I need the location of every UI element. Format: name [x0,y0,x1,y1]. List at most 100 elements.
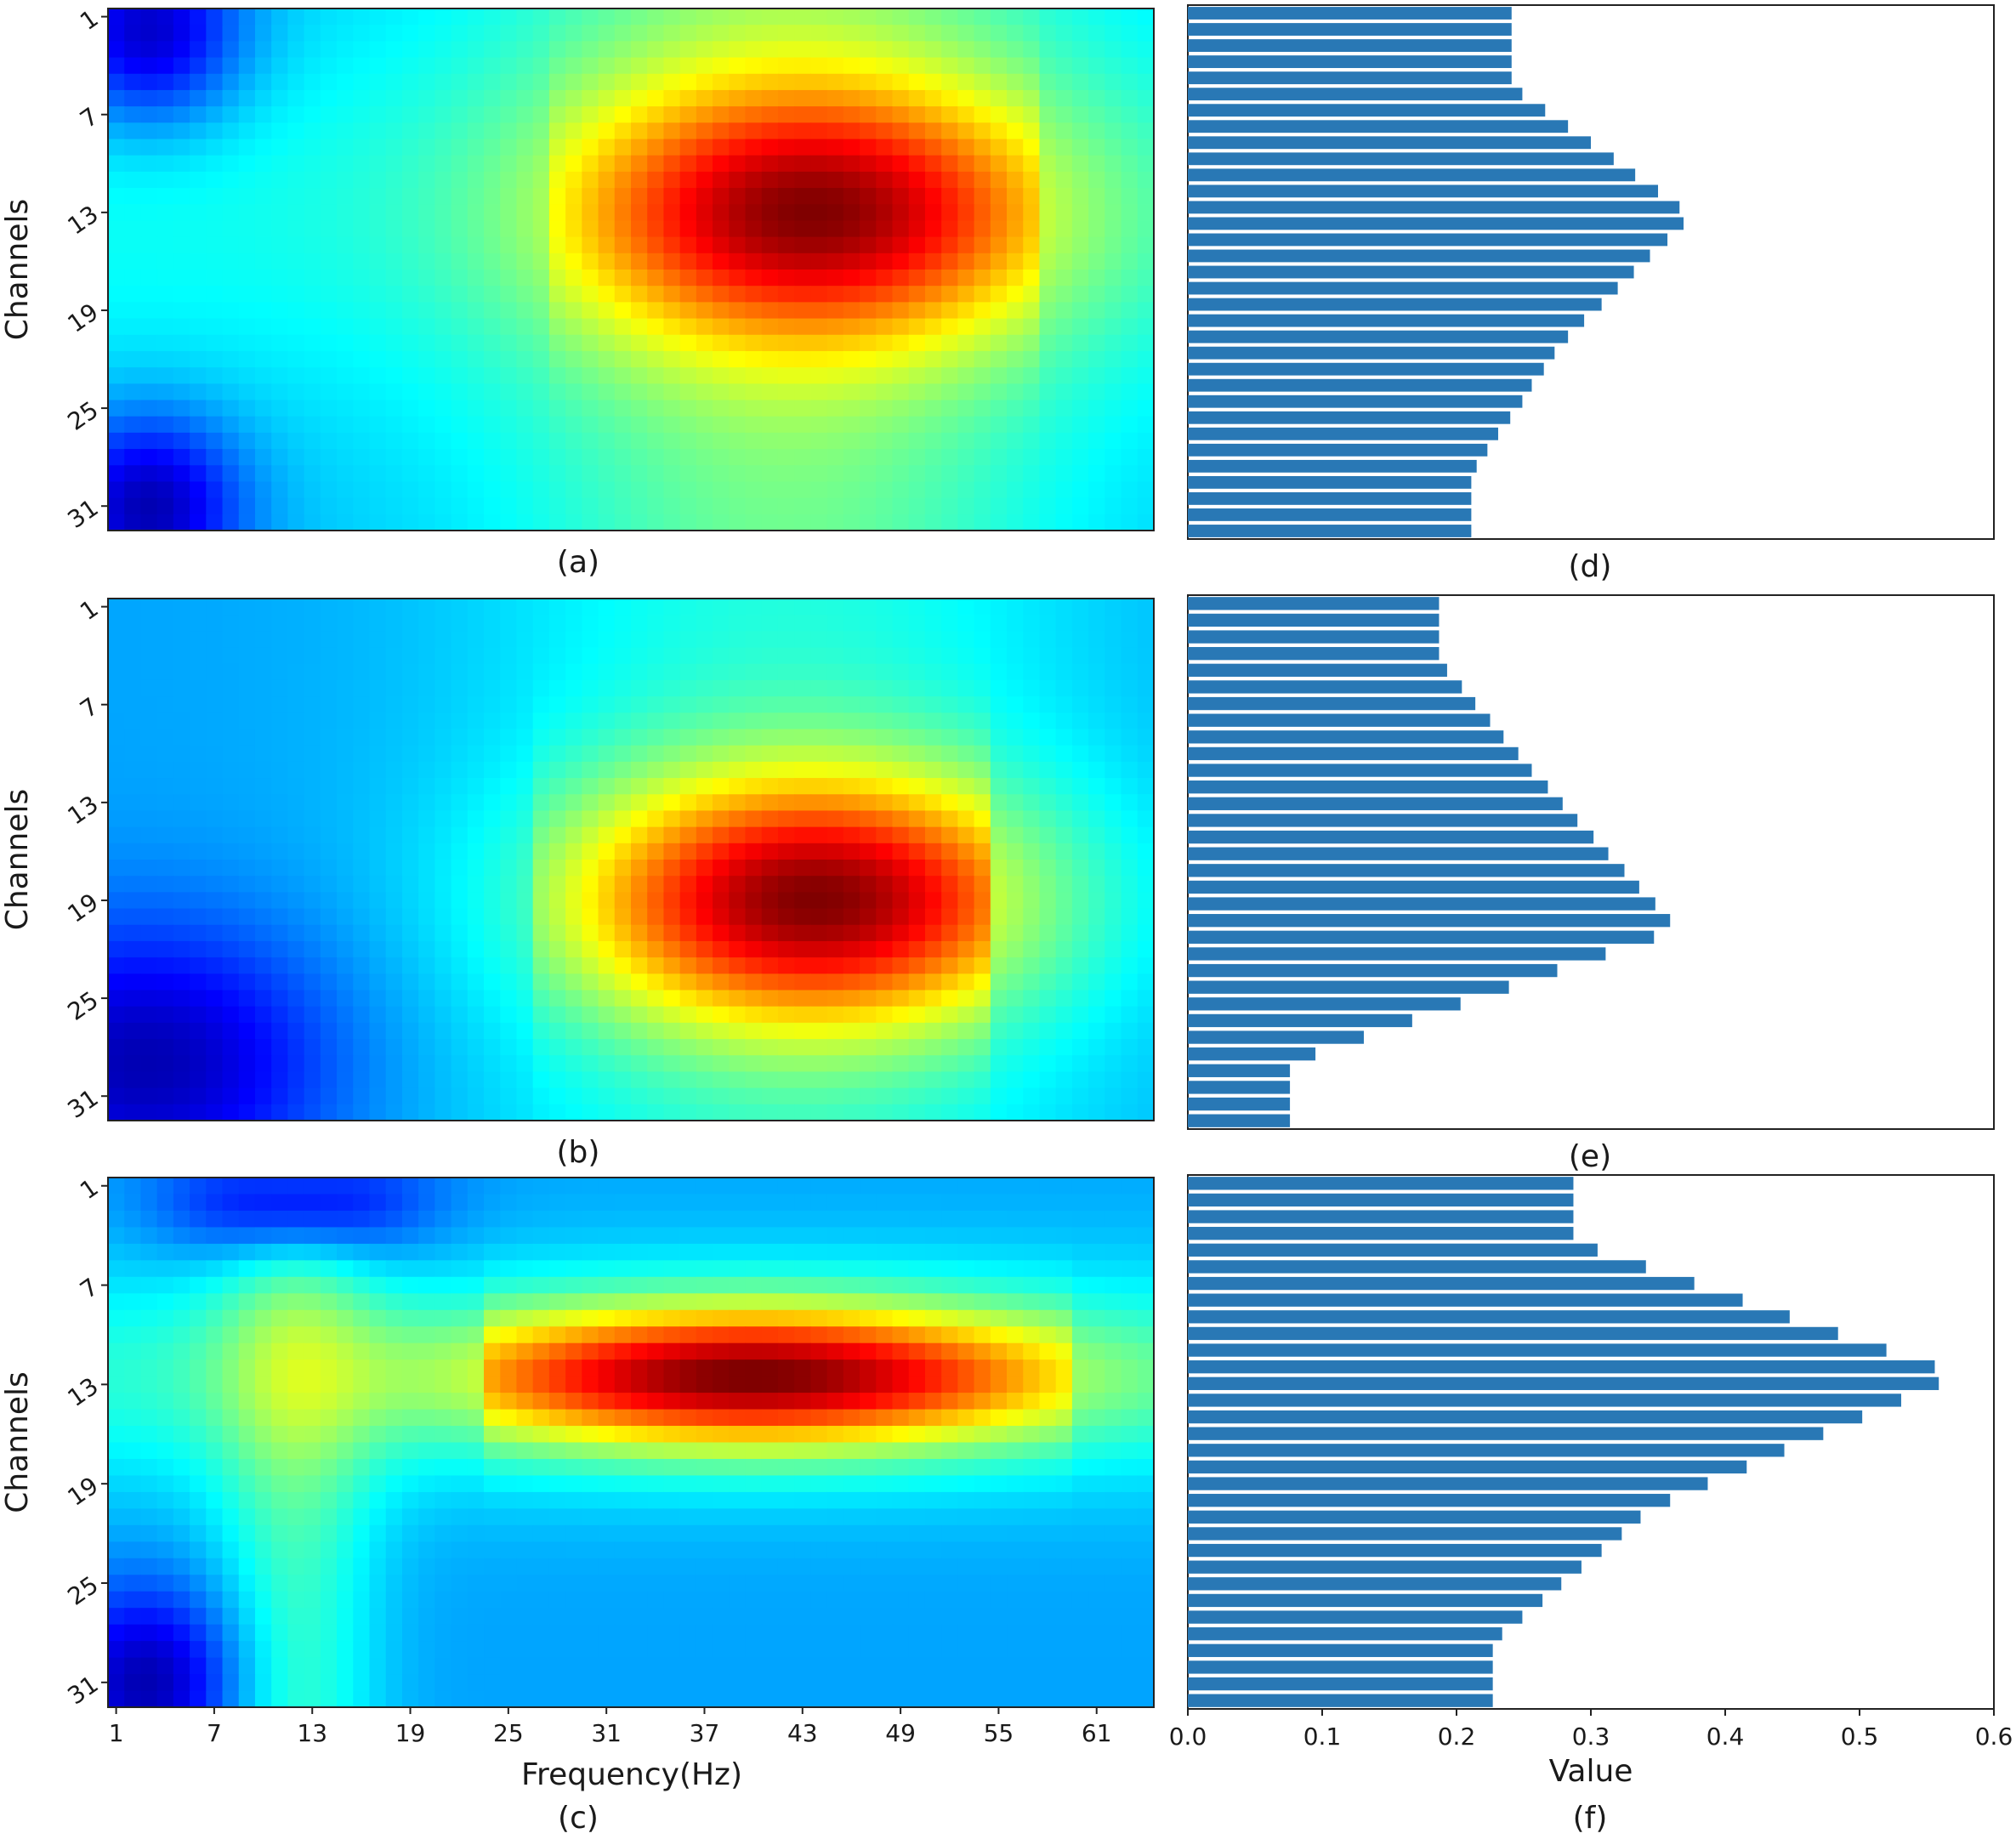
heatmap-cell [337,400,354,417]
heatmap-cell [401,432,419,450]
heatmap-cell [254,25,272,42]
heatmap-cell [254,41,272,59]
heatmap-cell [516,1006,534,1024]
heatmap-cell [304,253,321,270]
heatmap-cell [271,449,289,466]
heatmap-cell [254,860,272,877]
heatmap-cell [1105,350,1122,368]
heatmap-cell [418,761,435,779]
heatmap-cell [287,908,305,926]
heatmap-cell [271,1055,289,1073]
heatmap-cell [287,400,305,417]
heatmap-cell [876,794,894,812]
heatmap-cell [990,1293,1008,1311]
heatmap-cell [713,876,730,893]
heatmap-cell [679,860,697,877]
heatmap-cell [647,286,665,303]
heatmap-cell [434,647,452,665]
heatmap-cell [614,599,632,616]
heatmap-cell [369,1276,387,1294]
heatmap-cell [500,794,518,812]
heatmap-cell [385,712,403,730]
heatmap-cell [369,990,387,1007]
heatmap-cell [1039,188,1057,205]
heatmap-cell [908,761,926,779]
heatmap-cell [1039,1178,1057,1195]
heatmap-cell [156,810,174,828]
heatmap-cell [304,1055,321,1073]
heatmap-cell [614,400,632,417]
heatmap-cell [1055,41,1073,59]
heatmap-cell [794,89,812,107]
heatmap-cell [500,810,518,828]
heatmap-cell [810,383,828,401]
heatmap-cell [794,761,812,779]
heatmap-cell [222,712,240,730]
heatmap-cell [860,286,877,303]
heatmap-cell [500,286,518,303]
heatmap-cell [924,334,942,352]
heatmap-cell [794,973,812,991]
heatmap-cell [156,1293,174,1311]
heatmap-cell [713,383,730,401]
heatmap-cell [974,1293,991,1311]
heatmap-cell [826,1071,844,1089]
heatmap-cell [532,761,550,779]
heatmap-cell [647,973,665,991]
heatmap-cell [892,497,910,515]
heatmap-cell [826,432,844,450]
heatmap-cell [794,139,812,156]
heatmap-cell [565,41,582,59]
heatmap-cell [401,778,419,795]
heatmap-cell [957,761,975,779]
heatmap-cell [124,204,142,222]
heatmap-cell [532,924,550,942]
heatmap-cell [418,679,435,697]
heatmap-cell [369,286,387,303]
heatmap-cell [320,973,338,991]
heatmap-cell [1105,908,1122,926]
heatmap-cell [663,631,681,649]
heatmap-cell [190,416,207,434]
heatmap-cell [826,1276,844,1294]
heatmap-cell [1055,712,1073,730]
heatmap-cell [713,432,730,450]
heatmap-cell [385,1243,403,1261]
heatmap-cell [484,1039,501,1056]
heatmap-cell [337,1276,354,1294]
heatmap-cell [401,990,419,1007]
heatmap-cell [892,270,910,287]
heatmap-cell [238,1006,256,1024]
heatmap-cell [598,122,616,140]
heatmap-cell [1088,1326,1105,1344]
heatmap-cell [990,286,1008,303]
heatmap-cell [156,892,174,910]
heatmap-cell [941,188,958,205]
heatmap-cell [1007,432,1024,450]
heatmap-cell [532,41,550,59]
heatmap-cell [369,302,387,320]
heatmap-cell [1088,631,1105,649]
heatmap-cell [598,1071,616,1089]
heatmap-cell [598,1393,616,1410]
heatmap-cell [924,449,942,466]
heatmap-cell [254,1022,272,1040]
heatmap-cell [663,481,681,499]
heatmap-cell [500,383,518,401]
heatmap-cell [484,615,501,632]
heatmap-cell [173,73,190,91]
heatmap-cell [761,73,779,91]
heatmap-cell [565,1260,582,1278]
heatmap-cell [794,876,812,893]
heatmap-cell [631,973,648,991]
heatmap-cell [647,940,665,958]
heatmap-cell [631,810,648,828]
heatmap-cell [860,89,877,107]
heatmap-cell [434,843,452,860]
heatmap-cell [876,957,894,974]
heatmap-cell [500,1087,518,1105]
heatmap-cell [679,236,697,254]
heatmap-cell [156,1260,174,1278]
heatmap-cell [548,647,566,665]
heatmap-cell [941,1210,958,1229]
